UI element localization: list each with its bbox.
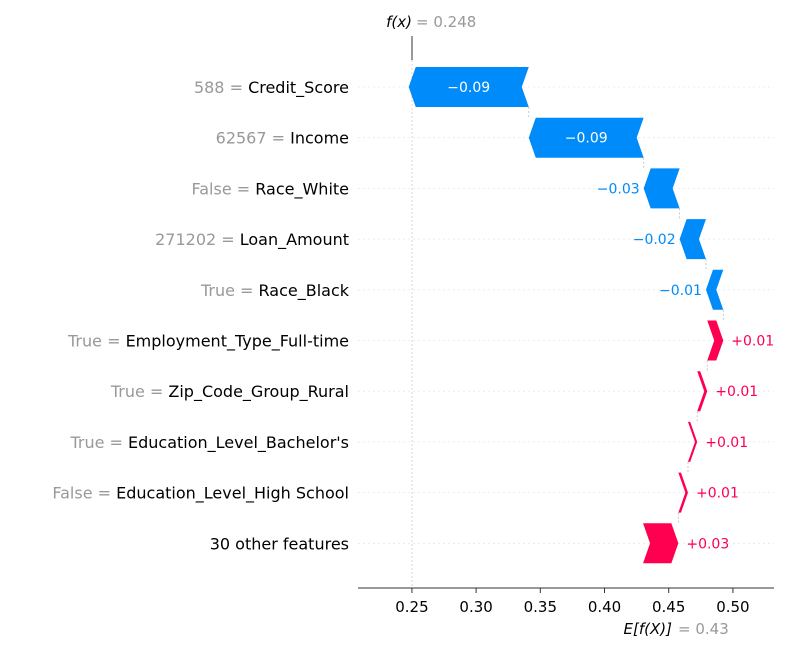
feature-label: 271202 = Loan_Amount (155, 230, 349, 250)
feature-value: True = (200, 281, 259, 300)
negative-bar (679, 219, 706, 260)
contribution-label: −0.09 (565, 131, 608, 147)
contribution-label: +0.01 (705, 435, 748, 451)
negative-bar (705, 269, 724, 310)
positive-bar (707, 320, 724, 361)
feature-value: True = (110, 382, 169, 401)
feature-name: Education_Level_High School (116, 484, 349, 504)
negative-bar (643, 168, 680, 209)
feature-name: Credit_Score (248, 78, 349, 98)
feature-value: False = (192, 179, 256, 198)
base-value: = 0.43 (678, 620, 729, 638)
feature-name: Race_White (255, 179, 349, 199)
fx-label: f(x) (386, 13, 412, 31)
x-ticks-layer: 0.25 0.30 0.35 0.40 0.45 0.50 (395, 588, 750, 616)
feature-value: True = (67, 332, 126, 351)
feature-label: True = Employment_Type_Full-time (67, 332, 349, 352)
x-tick-label: 0.30 (459, 598, 492, 616)
feature-label: False = Education_Level_High School (52, 484, 349, 504)
contribution-label: +0.01 (696, 486, 739, 502)
feature-name: Employment_Type_Full-time (126, 332, 349, 352)
x-tick-label: 0.45 (652, 598, 685, 616)
positive-bar (643, 523, 679, 564)
contribution-label: −0.01 (659, 283, 702, 299)
positive-bar (687, 421, 698, 462)
x-tick-label: 0.35 (524, 598, 557, 616)
contribution-label: −0.03 (597, 181, 640, 197)
labels-layer: 588 = Credit_Score 62567 = Income False = … (52, 78, 349, 553)
feature-value: 62567 = (216, 129, 290, 148)
x-tick-label: 0.40 (588, 598, 621, 616)
feature-name: 30 other features (210, 534, 349, 553)
feature-label: True = Education_Level_Bachelor's (69, 433, 349, 453)
positive-bar (697, 371, 708, 412)
feature-value: True = (69, 433, 128, 452)
feature-value: 271202 = (155, 230, 240, 249)
fx-value: = 0.248 (416, 13, 476, 31)
base-label: E[f(X)] (624, 620, 673, 638)
positive-bar (678, 472, 688, 513)
feature-value: False = (52, 484, 116, 503)
x-tick-label: 0.50 (716, 598, 749, 616)
contribution-label: −0.09 (447, 80, 490, 96)
feature-label: 30 other features (210, 534, 349, 553)
feature-label: 588 = Credit_Score (194, 78, 349, 98)
x-tick-label: 0.25 (395, 598, 428, 616)
feature-name: Race_Black (259, 281, 350, 301)
negative-bar (408, 67, 529, 107)
bars-layer: −0.09 −0.09 −0.03 −0.02 −0.01 +0.01 +0.01 +0.01… (408, 67, 774, 564)
feature-name: Loan_Amount (240, 230, 349, 250)
contribution-label: +0.01 (715, 384, 758, 400)
feature-name: Zip_Code_Group_Rural (168, 382, 349, 402)
contribution-label: +0.01 (731, 334, 774, 350)
feature-label: True = Zip_Code_Group_Rural (110, 382, 349, 402)
contribution-label: −0.02 (633, 232, 676, 248)
feature-label: 62567 = Income (216, 129, 349, 148)
feature-label: True = Race_Black (200, 281, 350, 301)
feature-value: 588 = (194, 78, 248, 97)
feature-name: Education_Level_Bachelor's (128, 433, 349, 453)
contribution-label: +0.03 (686, 536, 729, 552)
feature-name: Income (290, 129, 349, 148)
negative-bar (528, 117, 644, 158)
feature-label: False = Race_White (192, 179, 349, 199)
